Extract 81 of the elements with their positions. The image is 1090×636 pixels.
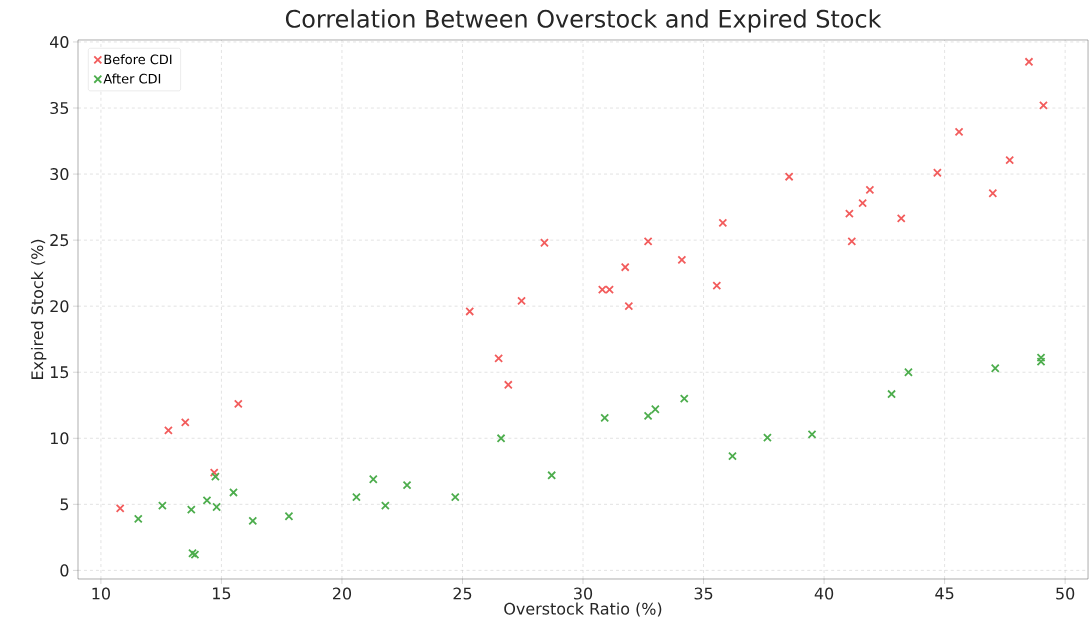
point xyxy=(1036,353,1046,363)
point xyxy=(643,237,653,246)
point xyxy=(540,238,549,248)
point xyxy=(517,296,526,306)
x-tick-label: 50 xyxy=(1056,587,1075,600)
y-tick-label: 5 xyxy=(60,498,69,511)
legend-label: Before CDI xyxy=(104,54,172,65)
point xyxy=(188,548,197,558)
point xyxy=(954,127,964,137)
y-tick-label: 15 xyxy=(50,366,69,379)
y-axis-title: Expired Stock (%) xyxy=(30,239,47,379)
point xyxy=(284,511,294,521)
point xyxy=(1005,155,1015,165)
point xyxy=(190,550,200,559)
y-tick-label: 10 xyxy=(50,432,69,445)
point xyxy=(163,425,173,435)
point xyxy=(712,281,722,291)
point xyxy=(847,237,857,246)
x-tick-label: 20 xyxy=(332,587,352,600)
point xyxy=(728,451,737,461)
point xyxy=(1024,57,1034,67)
point xyxy=(210,472,220,482)
x-tick-label: 35 xyxy=(694,587,713,600)
point xyxy=(858,198,868,208)
point xyxy=(547,470,557,480)
point xyxy=(718,218,728,228)
point xyxy=(679,394,689,404)
y-tick-label: 0 xyxy=(60,564,69,577)
x-tick-label: 40 xyxy=(814,587,834,600)
point xyxy=(229,488,238,497)
point xyxy=(865,185,875,195)
point xyxy=(465,307,475,316)
point xyxy=(990,363,1000,373)
y-tick-label: 35 xyxy=(50,101,69,115)
point xyxy=(503,380,513,390)
point xyxy=(368,474,378,484)
point xyxy=(624,301,634,311)
point xyxy=(762,433,772,443)
point xyxy=(209,468,219,478)
point xyxy=(988,188,998,198)
point xyxy=(650,404,660,414)
x-tick-label: 10 xyxy=(92,587,110,600)
point xyxy=(157,501,167,511)
x-axis-title: Overstock Ratio (%) xyxy=(504,602,662,617)
point xyxy=(620,262,630,272)
x-tick-label: 25 xyxy=(453,587,472,600)
point xyxy=(202,495,212,505)
point xyxy=(494,353,504,363)
point xyxy=(496,433,506,443)
point xyxy=(784,172,794,182)
legend-label: After CDI xyxy=(103,73,161,84)
y-tick-label: 30 xyxy=(50,168,69,181)
chart-title: Correlation Between Overstock and Expired Stock xyxy=(285,9,882,33)
point xyxy=(450,492,460,502)
point xyxy=(643,411,653,421)
point xyxy=(1039,100,1048,110)
point xyxy=(133,514,143,524)
x-tick-label: 15 xyxy=(213,587,231,600)
point xyxy=(115,503,125,513)
point xyxy=(212,502,222,512)
point xyxy=(677,255,687,265)
point xyxy=(896,213,906,223)
point xyxy=(248,516,258,526)
point xyxy=(807,429,817,439)
point xyxy=(380,501,390,511)
point xyxy=(887,389,897,399)
x-tick-label: 30 xyxy=(574,587,593,600)
point xyxy=(233,399,243,409)
point xyxy=(932,168,942,178)
point xyxy=(351,492,361,502)
point xyxy=(186,505,196,515)
point xyxy=(1036,357,1046,367)
point xyxy=(600,413,610,423)
y-tick-label: 20 xyxy=(50,300,69,313)
x-tick-label: 45 xyxy=(935,587,954,600)
point xyxy=(402,480,412,490)
y-tick-label: 25 xyxy=(50,234,69,247)
point xyxy=(844,209,854,219)
y-tick-label: 40 xyxy=(49,35,69,48)
point xyxy=(180,418,190,427)
point xyxy=(904,367,913,377)
